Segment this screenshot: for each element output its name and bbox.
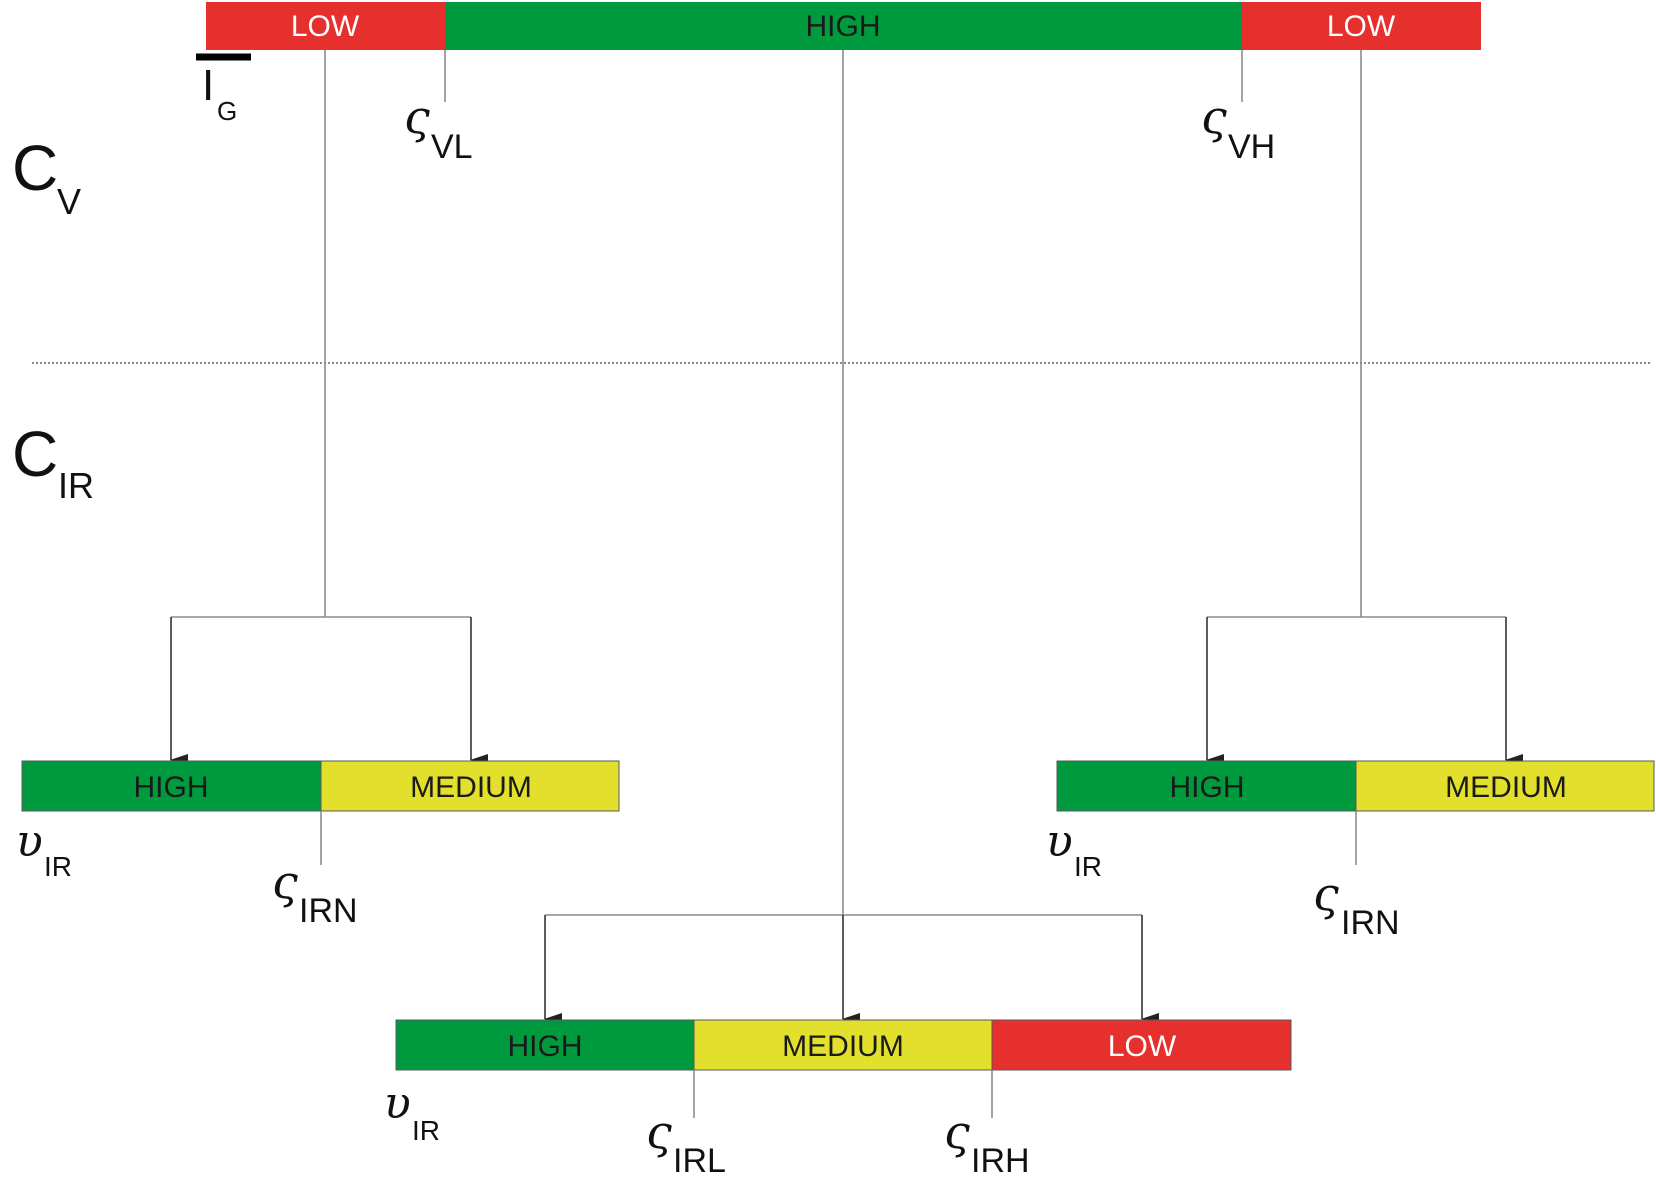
right-v-label-main: υ xyxy=(1046,816,1073,867)
right-bar: HIGH MEDIUM xyxy=(1056,760,1655,812)
bottom-bar-label-medium: MEDIUM xyxy=(782,1030,904,1063)
right-threshold-label: ς IRN xyxy=(1313,867,1400,942)
left-bar-label-medium: MEDIUM xyxy=(410,771,532,804)
bottom-v-label: υ IR xyxy=(384,1078,440,1146)
bottom-threshold-high-label-main: ς xyxy=(944,1105,970,1159)
bottom-bar-label-low: LOW xyxy=(1108,1030,1177,1063)
left-bar-segment-high xyxy=(21,760,322,812)
ig-label-main: I xyxy=(202,61,214,110)
left-bar-label-high: HIGH xyxy=(134,771,209,804)
bottom-threshold-low-label: ς IRL xyxy=(646,1105,726,1180)
left-v-label-sub: IR xyxy=(44,851,72,882)
svh-label-main: ς xyxy=(1201,90,1227,144)
cir-label-main: C xyxy=(12,418,58,490)
left-bar: HIGH MEDIUM xyxy=(21,760,620,812)
svl-label-main: ς xyxy=(404,90,430,144)
left-bar-segment-medium xyxy=(320,760,620,812)
cv-label: C V xyxy=(12,132,81,222)
left-v-label: υ IR xyxy=(16,816,72,882)
bottom-threshold-high-label-sub: IRH xyxy=(971,1142,1030,1180)
bottom-v-label-sub: IR xyxy=(412,1115,440,1146)
right-bar-segment-high xyxy=(1056,760,1357,812)
svl-label-sub: VL xyxy=(431,128,473,166)
bottom-bar-segment-low xyxy=(991,1019,1292,1071)
bottom-v-label-main: υ xyxy=(384,1078,411,1129)
left-v-label-main: υ xyxy=(16,816,43,867)
right-bar-segment-medium xyxy=(1355,760,1655,812)
top-bar: LOW HIGH LOW xyxy=(206,2,1481,50)
right-v-label: υ IR xyxy=(1046,816,1102,882)
cv-label-main: C xyxy=(12,132,58,204)
svl-label: ς VL xyxy=(404,90,473,166)
bottom-bar-segment-medium xyxy=(693,1019,993,1071)
cir-label-sub: IR xyxy=(58,465,94,506)
right-bar-label-high: HIGH xyxy=(1170,771,1245,804)
top-bar-segment-low-left xyxy=(206,2,445,50)
bottom-bar-label-high: HIGH xyxy=(508,1030,583,1063)
top-bar-label-low-left: LOW xyxy=(291,10,360,43)
ig-label: I G xyxy=(202,61,237,126)
right-v-label-sub: IR xyxy=(1074,851,1102,882)
svh-label-sub: VH xyxy=(1228,128,1275,166)
cv-label-sub: V xyxy=(57,181,81,222)
ig-label-sub: G xyxy=(217,96,237,126)
top-bar-segment-high xyxy=(445,2,1242,50)
bottom-threshold-low-label-main: ς xyxy=(646,1105,672,1159)
bottom-bar: HIGH MEDIUM LOW xyxy=(395,1019,1292,1071)
bottom-threshold-low-label-sub: IRL xyxy=(673,1142,726,1180)
left-threshold-label-sub: IRN xyxy=(299,892,358,930)
left-threshold-label: ς IRN xyxy=(272,855,358,930)
left-threshold-label-main: ς xyxy=(272,855,298,909)
top-bar-label-high: HIGH xyxy=(806,10,881,43)
bottom-bar-segment-high xyxy=(395,1019,695,1071)
right-threshold-label-main: ς xyxy=(1313,867,1339,921)
right-threshold-label-sub: IRN xyxy=(1341,904,1400,942)
svh-label: ς VH xyxy=(1201,90,1275,166)
bottom-threshold-high-label: ς IRH xyxy=(944,1105,1030,1180)
top-bar-label-low-right: LOW xyxy=(1327,10,1396,43)
cir-label: C IR xyxy=(12,418,94,506)
right-bar-label-medium: MEDIUM xyxy=(1445,771,1567,804)
top-bar-segment-low-right xyxy=(1242,2,1481,50)
